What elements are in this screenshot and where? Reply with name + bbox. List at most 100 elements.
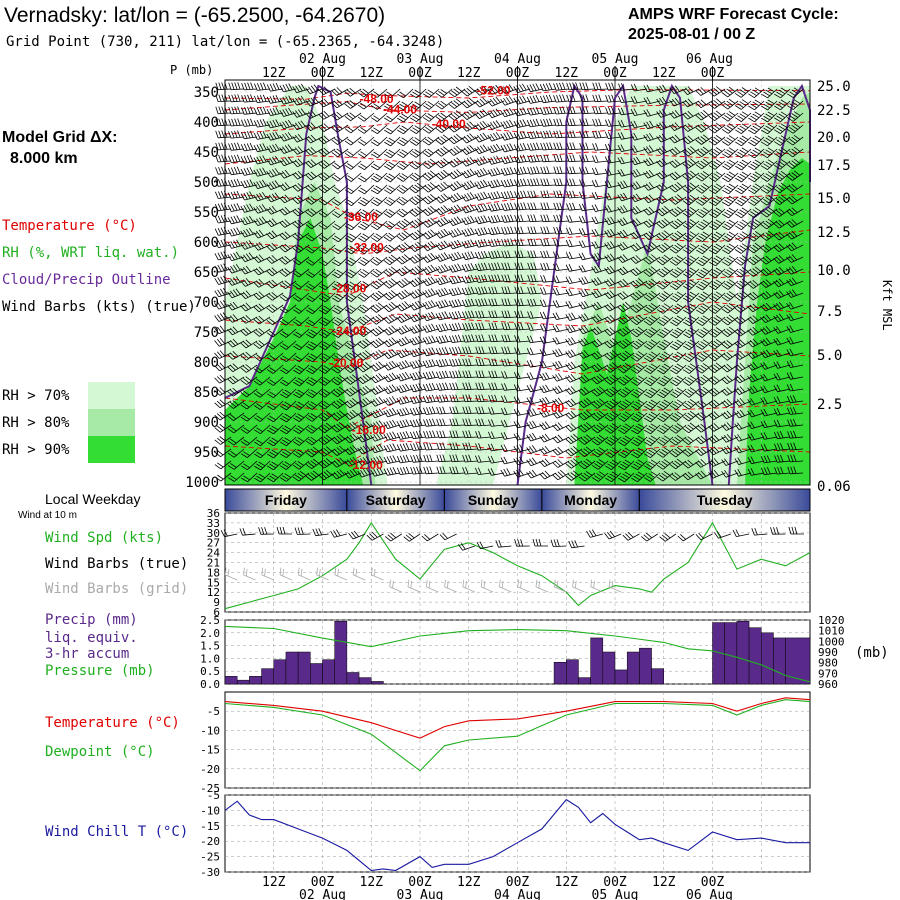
wind-barb [513, 371, 531, 380]
wind-barb [604, 143, 622, 152]
wind-barb [319, 328, 336, 339]
wind-barb [370, 326, 388, 337]
wind-barb [591, 264, 609, 274]
wind-barb [279, 144, 297, 154]
wind-barb [553, 202, 570, 211]
wind-barb [396, 348, 414, 359]
wind-chill-label: Wind Chill T (°C) [45, 824, 188, 840]
wind-barb [214, 411, 232, 421]
bottom-date-label: 04 Aug [494, 888, 541, 900]
wind-barb [240, 388, 258, 398]
wind-barb [774, 442, 791, 451]
wind-barb [266, 340, 284, 350]
top-hour-label: 12Z [360, 66, 384, 81]
wind-barb [241, 94, 258, 103]
wind-barb [331, 196, 349, 206]
temperature-contour [224, 229, 811, 255]
wind-barb [526, 95, 544, 104]
wind-barb [488, 346, 505, 355]
wind-barb [591, 434, 609, 446]
wind-barb [657, 399, 674, 411]
wind-barb [604, 278, 622, 287]
wind-barb [566, 82, 583, 91]
wind-barb [487, 143, 505, 154]
wind-barb [409, 324, 427, 334]
wind-barb [435, 358, 453, 368]
wind-barb [357, 420, 375, 431]
wind-barb [436, 466, 453, 474]
wind-barb [578, 434, 596, 445]
height-tick-label: 15.0 [817, 191, 851, 207]
wind-barb [214, 472, 232, 482]
wind-barb [305, 244, 323, 254]
wind-barb [449, 454, 466, 463]
wind-barb [409, 182, 427, 194]
wind-barb [656, 254, 674, 266]
wind-barb [670, 315, 687, 327]
weekday-caption: Local Weekday [45, 491, 140, 507]
wind-barb [500, 155, 518, 164]
wind-barb [370, 373, 388, 384]
wind-barb [383, 290, 401, 301]
wind-barb [539, 82, 557, 92]
wind-barb [709, 279, 726, 291]
wind-barb [474, 97, 492, 108]
wind-barb [305, 280, 323, 290]
wind-barb [552, 434, 570, 444]
wind-barb [344, 468, 362, 479]
temperature-contour [224, 271, 811, 297]
wind-barb [370, 244, 388, 254]
surface-wind-barb [495, 539, 512, 548]
wind-barb [578, 300, 596, 310]
wind-barb [708, 86, 726, 97]
pressure-tick-label: 750 [194, 325, 219, 341]
wind-barb [604, 290, 622, 299]
wind-barb [292, 470, 310, 482]
wind-barb [279, 169, 297, 179]
wind-barb [357, 136, 375, 146]
wind-barb [240, 167, 258, 176]
wind-barb [734, 445, 752, 454]
wind-barb [306, 304, 323, 315]
wind-barb [266, 180, 284, 190]
wind-barb [747, 291, 765, 301]
wind-barb [279, 119, 297, 130]
wind-barb [644, 399, 661, 411]
wind-barb [344, 386, 362, 397]
wind-barb [501, 274, 518, 283]
wind-barb [747, 468, 765, 476]
wind-barb [448, 98, 466, 109]
wind-barb [306, 292, 323, 303]
pressure-tick-label: 650 [194, 265, 219, 281]
wind-barb [409, 160, 427, 170]
wind-barb [384, 112, 401, 123]
wind-barb [461, 215, 479, 225]
wind-barb [422, 148, 440, 158]
wind-barb [591, 179, 609, 188]
wind-barb [579, 191, 596, 199]
wind-barb [422, 288, 440, 298]
wind-barb [513, 468, 531, 478]
wind-barb [604, 192, 622, 201]
wind-barb [436, 454, 453, 463]
wind-barb [331, 374, 349, 386]
wind-barb [487, 179, 505, 189]
wind-barb [318, 110, 336, 120]
wind-barb [552, 385, 570, 394]
wind-barb [683, 327, 700, 339]
wind-barb [409, 148, 427, 158]
wind-barb [279, 206, 297, 216]
wind-barb [630, 96, 648, 104]
wind-barb [305, 446, 323, 458]
wind-barb [449, 406, 466, 415]
pressure-tick-label: 1020 [818, 614, 845, 627]
wind-barb [643, 132, 661, 142]
value-tick-label: -5 [207, 705, 220, 718]
wind-barb [747, 338, 765, 348]
wind-barb [722, 207, 739, 219]
wind-barb [357, 124, 375, 134]
wind-barb [409, 136, 427, 146]
wind-barb [279, 280, 297, 290]
wind-barb [487, 120, 505, 130]
wind-barb [630, 218, 648, 227]
